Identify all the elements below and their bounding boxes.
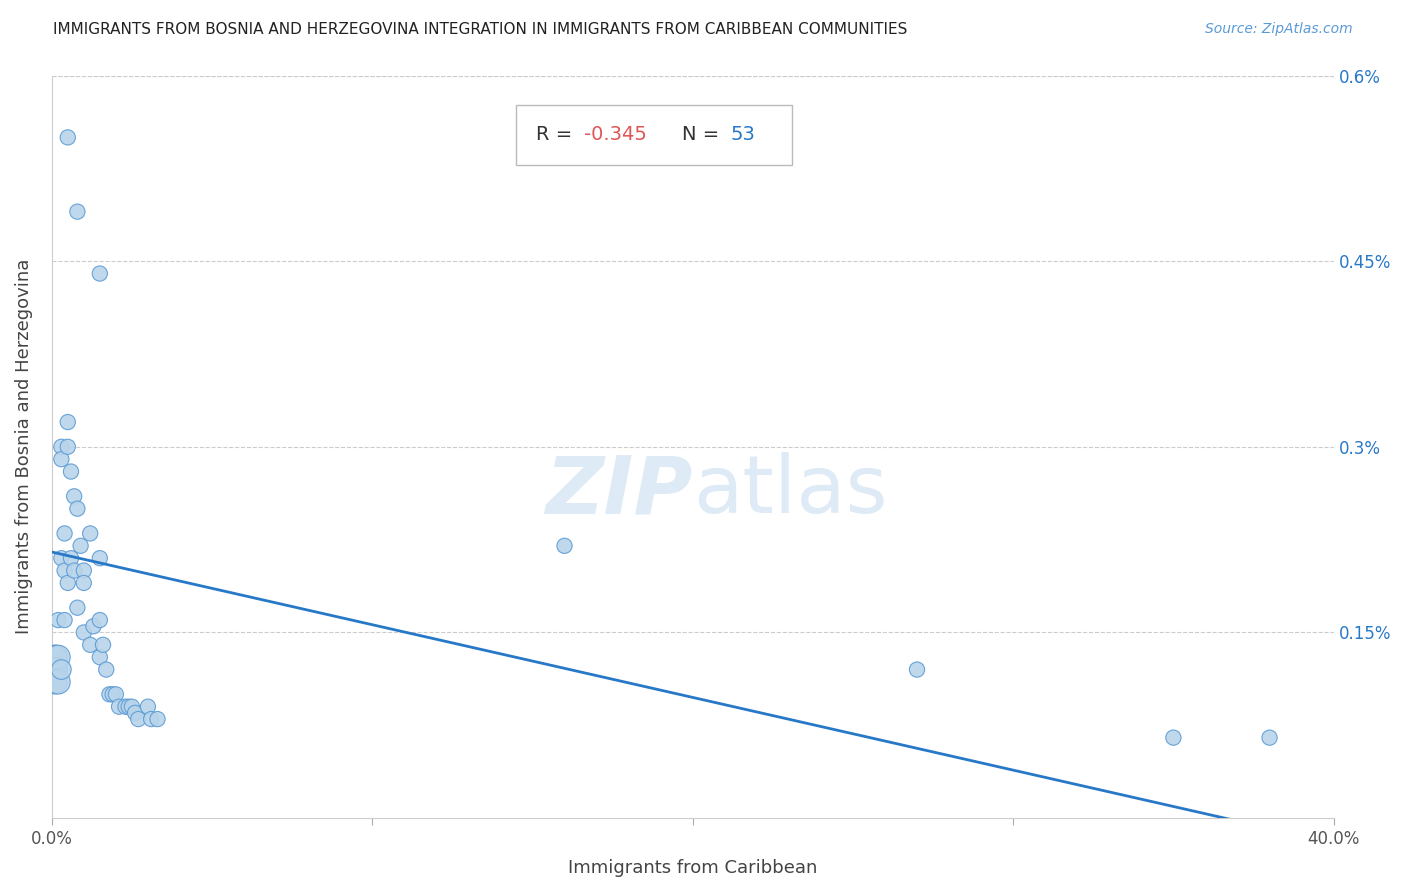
Point: [136, 699, 159, 714]
Text: atlas: atlas: [693, 452, 887, 531]
Point: [905, 663, 928, 677]
Point: [59, 465, 82, 479]
Point: [51, 440, 73, 454]
Point: [44, 663, 66, 677]
Point: [44, 650, 66, 665]
Point: [44, 663, 66, 677]
Point: [73, 625, 96, 640]
Point: [51, 551, 73, 566]
Point: [101, 687, 124, 701]
Point: [89, 613, 111, 627]
Point: [89, 267, 111, 281]
Point: [46, 613, 69, 627]
Point: [108, 699, 131, 714]
Text: Source: ZipAtlas.com: Source: ZipAtlas.com: [1205, 22, 1353, 37]
Point: [91, 638, 114, 652]
Point: [53, 564, 76, 578]
Y-axis label: Immigrants from Bosnia and Herzegovina: Immigrants from Bosnia and Herzegovina: [15, 259, 32, 634]
Point: [66, 204, 89, 219]
Point: [73, 576, 96, 591]
Point: [79, 638, 101, 652]
Point: [98, 687, 121, 701]
Point: [46, 675, 69, 690]
Text: ZIP: ZIP: [546, 452, 693, 531]
Point: [44, 675, 66, 690]
Point: [1258, 731, 1281, 745]
Point: [66, 600, 89, 615]
Point: [56, 440, 79, 454]
Point: [121, 699, 143, 714]
Point: [51, 452, 73, 467]
Point: [53, 613, 76, 627]
Point: [104, 687, 127, 701]
Point: [56, 130, 79, 145]
Point: [82, 619, 104, 633]
Point: [139, 712, 162, 726]
Point: [63, 564, 86, 578]
Point: [51, 663, 73, 677]
Point: [56, 576, 79, 591]
Point: [53, 526, 76, 541]
Point: [59, 551, 82, 566]
Point: [66, 501, 89, 516]
Point: [73, 564, 96, 578]
Point: [56, 415, 79, 429]
Point: [127, 712, 149, 726]
Point: [89, 650, 111, 665]
Point: [124, 706, 146, 720]
X-axis label: Immigrants from Caribbean: Immigrants from Caribbean: [568, 859, 817, 877]
Point: [46, 650, 69, 665]
Point: [44, 650, 66, 665]
Point: [114, 699, 136, 714]
Point: [118, 699, 141, 714]
Point: [69, 539, 91, 553]
Point: [79, 526, 101, 541]
Text: IMMIGRANTS FROM BOSNIA AND HERZEGOVINA INTEGRATION IN IMMIGRANTS FROM CARIBBEAN : IMMIGRANTS FROM BOSNIA AND HERZEGOVINA I…: [53, 22, 908, 37]
Point: [553, 539, 575, 553]
Point: [89, 551, 111, 566]
Point: [96, 663, 118, 677]
Point: [63, 489, 86, 503]
Point: [1163, 731, 1185, 745]
Point: [146, 712, 169, 726]
